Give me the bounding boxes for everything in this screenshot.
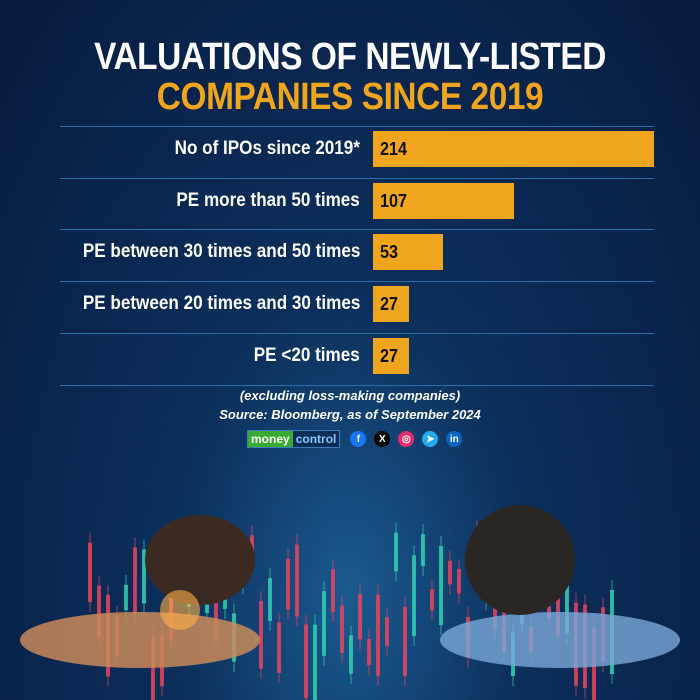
candle-body [259, 601, 263, 669]
candle-body [295, 544, 299, 617]
candle-body [565, 576, 569, 634]
title-line-2: COMPANIES SINCE 2019 [156, 76, 544, 118]
candle-body [430, 589, 434, 611]
candle-body [439, 546, 443, 626]
candle-body [358, 594, 362, 640]
bar-value-label: 53 [380, 242, 399, 263]
candle-body [394, 532, 398, 572]
candle-body [151, 636, 155, 700]
candle-body [331, 569, 335, 612]
candle-body [547, 596, 551, 619]
candle-body [286, 559, 290, 610]
bull-bear-scene [20, 505, 680, 700]
category-label: PE <20 times [253, 344, 360, 366]
row-separator [60, 281, 654, 283]
candle-body [349, 635, 353, 674]
category-label: PE between 20 times and 30 times [82, 293, 360, 315]
bar-value-label: 214 [380, 139, 408, 159]
candle-body [277, 622, 281, 673]
x-icon[interactable]: X [374, 431, 391, 447]
candle-body [322, 590, 326, 656]
title-line-1: VALUATIONS OF NEWLY-LISTED [94, 36, 606, 78]
candle-body [268, 578, 272, 621]
row-separator [60, 332, 654, 334]
bear-figure [465, 505, 575, 615]
candle-body [367, 638, 371, 666]
footnote: (excluding loss-making companies) [239, 388, 461, 403]
bar-value-label: 27 [380, 294, 399, 315]
candle-body [403, 606, 407, 677]
bar-value-label: 27 [380, 345, 399, 366]
category-label: No of IPOs since 2019* [174, 138, 360, 159]
bull-figure [145, 515, 255, 605]
row-separator [60, 126, 654, 127]
logo-part-1: money [248, 431, 293, 447]
right-hand [440, 612, 680, 668]
row-separator [60, 384, 654, 386]
bar: 53 [373, 234, 443, 271]
candle-body [97, 585, 101, 637]
candle-body [133, 547, 137, 615]
left-hand [20, 612, 260, 668]
logo-part-2: control [292, 431, 340, 447]
moneycontrol-logo: money control [247, 430, 341, 448]
instagram-icon[interactable]: ◎ [398, 431, 415, 447]
candle-body [448, 560, 452, 585]
bar: 107 [373, 182, 514, 219]
facebook-icon[interactable]: f [350, 431, 367, 447]
candle-body [313, 624, 317, 700]
candle-body [376, 594, 380, 676]
row-separator [60, 177, 654, 179]
category-label: PE more than 50 times [176, 189, 360, 211]
category-label: PE between 30 times and 50 times [82, 241, 360, 263]
linkedin-icon[interactable]: in [446, 431, 463, 447]
bar: 214 [373, 131, 654, 167]
candle-body [340, 605, 344, 653]
row-separator [60, 229, 654, 231]
candle-body [412, 555, 416, 637]
source-note: Source: Bloomberg, as of September 2024 [219, 407, 481, 422]
candle-body [88, 542, 92, 602]
candle-body [124, 584, 128, 611]
candle-body [421, 534, 425, 566]
social-icons: f X ◎ ➤ in [350, 431, 463, 447]
telegram-icon[interactable]: ➤ [422, 431, 439, 447]
bar-value-label: 107 [380, 190, 408, 211]
bar: 27 [373, 337, 409, 374]
candle-body [142, 549, 146, 604]
brand-bar: money control f X ◎ ➤ in [247, 430, 463, 448]
bar: 27 [373, 286, 409, 323]
glow [160, 590, 200, 630]
candle-body [304, 624, 308, 699]
candle-body [457, 569, 461, 594]
candle-body [385, 617, 389, 647]
